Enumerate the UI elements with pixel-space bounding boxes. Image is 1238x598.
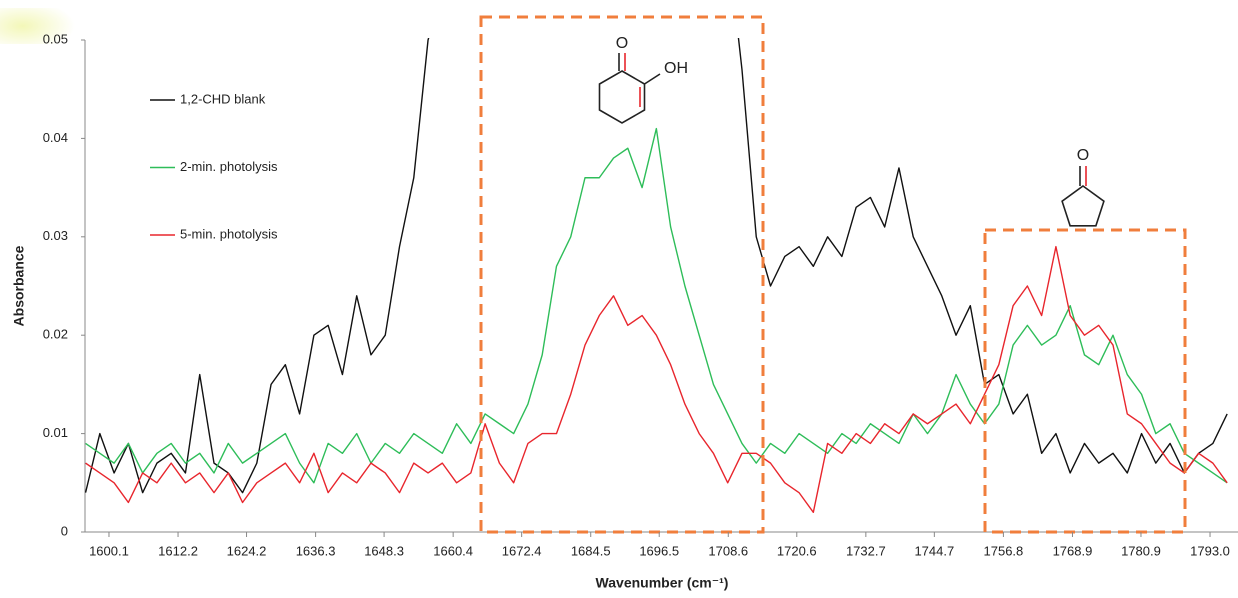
x-tick-label: 1672.4 bbox=[502, 543, 542, 558]
series-line bbox=[85, 38, 1228, 494]
y-tick-label: 0 bbox=[61, 523, 68, 538]
x-tick-label: 1793.0 bbox=[1190, 543, 1230, 558]
x-tick-label: 1648.3 bbox=[364, 543, 404, 558]
x-tick-label: 1780.9 bbox=[1121, 543, 1161, 558]
y-tick-label: 0.03 bbox=[43, 228, 68, 243]
series-line bbox=[85, 245, 1228, 514]
x-tick-label: 1708.6 bbox=[708, 543, 748, 558]
x-tick-label: 1768.9 bbox=[1053, 543, 1093, 558]
y-tick-label: 0.02 bbox=[43, 327, 68, 342]
structure-cyclopentanone: O bbox=[1061, 147, 1105, 227]
atom-label: O bbox=[616, 35, 628, 52]
legend-label: 5-min. photolysis bbox=[180, 226, 278, 241]
x-tick-label: 1696.5 bbox=[639, 543, 679, 558]
x-tick-label: 1732.7 bbox=[846, 543, 886, 558]
highlight bbox=[0, 8, 75, 44]
x-tick-label: 1756.8 bbox=[984, 543, 1024, 558]
x-tick-label: 1636.3 bbox=[296, 543, 336, 558]
x-axis-title: Wavenumber (cm⁻¹) bbox=[596, 575, 729, 591]
y-tick-label: 0.05 bbox=[43, 31, 68, 46]
x-tick-label: 1600.1 bbox=[89, 543, 129, 558]
atom-label: OH bbox=[664, 60, 688, 77]
y-tick-label: 0.04 bbox=[43, 130, 68, 145]
x-tick-label: 1720.6 bbox=[777, 543, 817, 558]
highlight-box bbox=[479, 15, 765, 534]
x-tick-label: 1660.4 bbox=[433, 543, 473, 558]
y-tick-label: 0.01 bbox=[43, 425, 68, 440]
highlight-box bbox=[983, 228, 1187, 534]
x-tick-label: 1684.5 bbox=[571, 543, 611, 558]
series-line bbox=[85, 127, 1228, 484]
y-axis-title: Absorbance bbox=[11, 245, 27, 326]
x-tick-label: 1624.2 bbox=[227, 543, 267, 558]
x-tick-label: 1744.7 bbox=[914, 543, 954, 558]
x-tick-label: 1612.2 bbox=[158, 543, 198, 558]
atom-label: O bbox=[1077, 147, 1089, 164]
legend-label: 1,2-CHD blank bbox=[180, 91, 266, 106]
structure-hydroxycyclohexenone: O OH bbox=[598, 35, 688, 124]
series-layer bbox=[85, 38, 1228, 514]
legend-label: 2-min. photolysis bbox=[180, 159, 278, 174]
